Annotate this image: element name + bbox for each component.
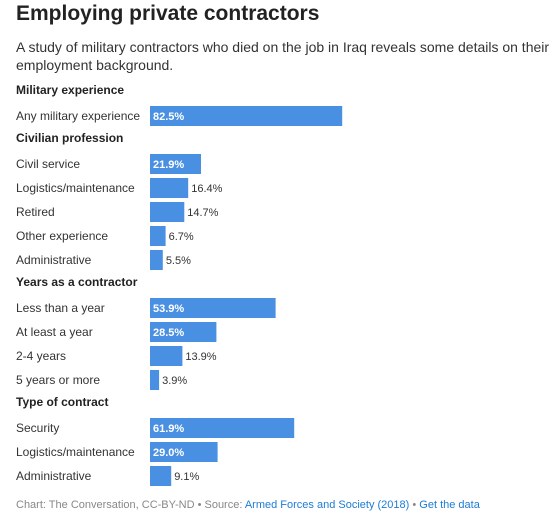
data-label: 9.1% xyxy=(174,471,199,483)
bar xyxy=(150,466,172,486)
data-label: 53.9% xyxy=(153,303,184,315)
category-label: Less than a year xyxy=(16,301,105,315)
source-link[interactable]: Armed Forces and Society (2018) xyxy=(244,499,410,511)
chart-credit: Chart: The Conversation, CC-BY-ND xyxy=(16,499,195,511)
bar xyxy=(150,226,166,246)
category-label: Any military experience xyxy=(16,109,140,123)
bar xyxy=(150,370,160,390)
data-label: 28.5% xyxy=(153,327,184,339)
data-label: 82.5% xyxy=(153,111,184,123)
bar xyxy=(150,154,201,174)
category-label: Retired xyxy=(16,205,55,219)
category-label: Administrative xyxy=(16,253,92,267)
chart-footer: Chart: The Conversation, CC-BY-ND • Sour… xyxy=(16,499,480,511)
group-heading: Years as a contractor xyxy=(16,275,138,289)
footer-separator: • xyxy=(194,499,205,511)
bar xyxy=(150,418,295,438)
category-label: 2-4 years xyxy=(16,349,66,363)
bar xyxy=(150,322,217,342)
group-heading: Civilian profession xyxy=(16,131,123,145)
footer-separator-2: • xyxy=(409,499,420,511)
group-heading: Military experience xyxy=(16,83,124,97)
category-label: 5 years or more xyxy=(16,373,100,387)
data-label: 14.7% xyxy=(187,207,218,219)
bar xyxy=(150,202,185,222)
bar xyxy=(150,442,218,462)
data-label: 6.7% xyxy=(169,231,194,243)
category-label: Security xyxy=(16,421,59,435)
data-label: 16.4% xyxy=(191,183,222,195)
source-prefix: Source: xyxy=(204,499,245,511)
data-label: 3.9% xyxy=(162,375,187,387)
bar xyxy=(150,178,189,198)
chart-subtitle: A study of military contractors who died… xyxy=(16,39,550,73)
bar xyxy=(150,298,276,318)
category-label: Other experience xyxy=(16,229,108,243)
category-label: Administrative xyxy=(16,469,92,483)
data-label: 13.9% xyxy=(185,351,216,363)
category-label: Civil service xyxy=(16,157,80,171)
group-heading: Type of contract xyxy=(16,395,108,409)
category-label: Logistics/maintenance xyxy=(16,445,135,459)
data-label: 29.0% xyxy=(153,447,184,459)
chart-title: Employing private contractors xyxy=(16,2,320,25)
data-label: 21.9% xyxy=(153,159,184,171)
bar xyxy=(150,250,163,270)
bar xyxy=(150,106,343,126)
category-label: At least a year xyxy=(16,325,93,339)
data-label: 5.5% xyxy=(166,255,191,267)
bar xyxy=(150,346,183,366)
get-data-link[interactable]: Get the data xyxy=(419,499,480,511)
category-label: Logistics/maintenance xyxy=(16,181,135,195)
bar-chart: Military experience Any military experien… xyxy=(16,83,343,486)
data-label: 61.9% xyxy=(153,423,184,435)
